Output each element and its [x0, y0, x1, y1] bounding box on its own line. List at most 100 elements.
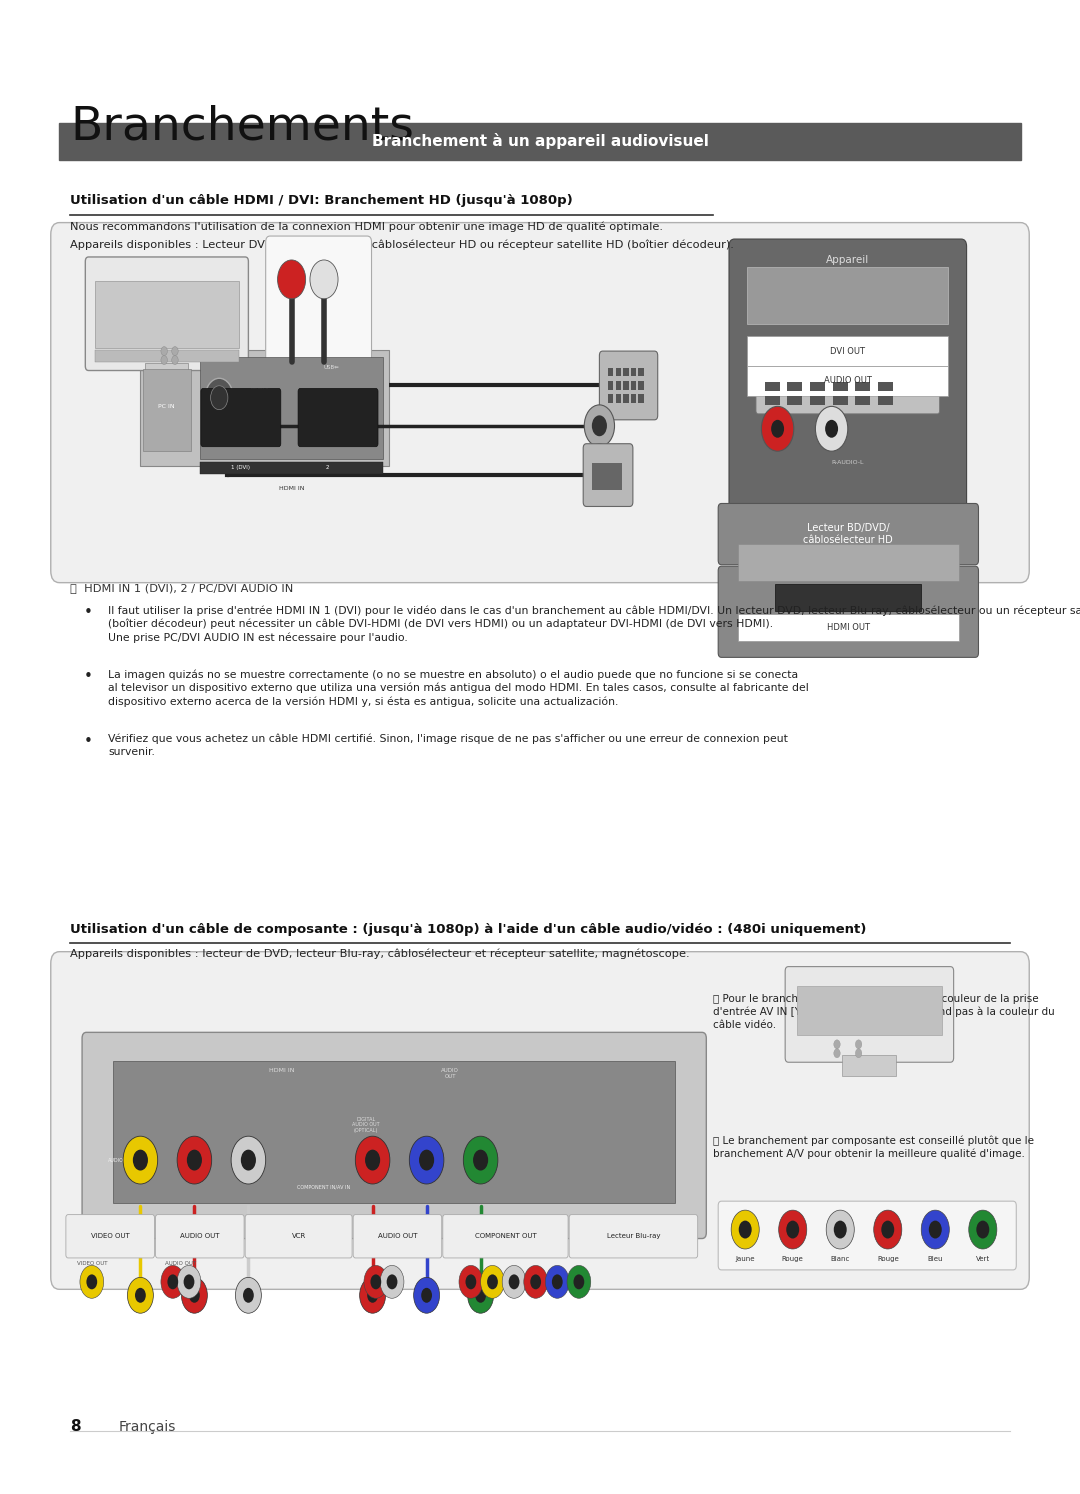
FancyBboxPatch shape: [718, 566, 978, 657]
Circle shape: [189, 1288, 200, 1303]
Bar: [787, 382, 802, 391]
Text: Utilisation d'un câble HDMI / DVI: Branchement HD (jusqu'à 1080p): Utilisation d'un câble HDMI / DVI: Branc…: [70, 194, 573, 208]
FancyBboxPatch shape: [51, 952, 1029, 1289]
Text: ⑂ Pour le branchement aux prises AV IN, La couleur de la prise d'entrée AV IN [Y: ⑂ Pour le branchement aux prises AV IN, …: [713, 994, 1054, 1029]
Text: Appareil: Appareil: [826, 255, 869, 266]
Bar: [608, 368, 613, 376]
FancyBboxPatch shape: [583, 444, 633, 506]
Bar: [810, 396, 825, 405]
Text: Rouge: Rouge: [782, 1256, 804, 1262]
Circle shape: [133, 1150, 148, 1171]
Bar: [200, 357, 383, 459]
Bar: [113, 1061, 675, 1203]
Text: •: •: [84, 605, 93, 620]
Circle shape: [584, 405, 615, 447]
Text: Lecteur Blu-ray: Lecteur Blu-ray: [607, 1233, 660, 1240]
Bar: [833, 382, 848, 391]
Bar: [143, 369, 191, 451]
Circle shape: [834, 1049, 840, 1058]
Circle shape: [921, 1210, 949, 1249]
Bar: [623, 368, 629, 376]
Bar: [95, 350, 239, 362]
FancyBboxPatch shape: [156, 1215, 244, 1258]
FancyBboxPatch shape: [569, 1215, 698, 1258]
Text: Appareils disponibles : lecteur de DVD, lecteur Blu-ray, câblosélecteur et récep: Appareils disponibles : lecteur de DVD, …: [70, 949, 690, 959]
FancyBboxPatch shape: [298, 388, 378, 447]
Circle shape: [80, 1265, 104, 1298]
Text: VIDEO OUT: VIDEO OUT: [77, 1261, 107, 1265]
Circle shape: [367, 1288, 378, 1303]
Bar: [631, 368, 636, 376]
Text: 1 (DVI): 1 (DVI): [231, 465, 251, 471]
Bar: [747, 366, 948, 396]
Bar: [878, 382, 893, 391]
Circle shape: [530, 1274, 541, 1289]
Circle shape: [969, 1210, 997, 1249]
Circle shape: [360, 1277, 386, 1313]
FancyBboxPatch shape: [245, 1215, 352, 1258]
Circle shape: [929, 1221, 942, 1239]
Bar: [59, 123, 1021, 160]
Bar: [616, 381, 621, 390]
Bar: [623, 381, 629, 390]
FancyBboxPatch shape: [599, 351, 658, 420]
Text: Nous recommandons l'utilisation de la connexion HDMI pour obtenir une image HD d: Nous recommandons l'utilisation de la co…: [70, 221, 663, 232]
Text: 8: 8: [70, 1419, 81, 1434]
Circle shape: [167, 1274, 178, 1289]
Text: ⑂  HDMI IN 1 (DVI), 2 / PC/DVI AUDIO IN: ⑂ HDMI IN 1 (DVI), 2 / PC/DVI AUDIO IN: [70, 583, 294, 593]
FancyBboxPatch shape: [82, 1032, 706, 1239]
Text: HDMI IN: HDMI IN: [279, 486, 305, 490]
Bar: [623, 394, 629, 403]
Circle shape: [86, 1274, 97, 1289]
Circle shape: [459, 1265, 483, 1298]
Circle shape: [241, 1150, 256, 1171]
Text: Utilisation d'un câble de composante : (jusqu'à 1080p) à l'aide d'un câble audio: Utilisation d'un câble de composante : (…: [70, 923, 866, 937]
Circle shape: [552, 1274, 563, 1289]
Text: VIDEO OUT: VIDEO OUT: [91, 1233, 130, 1240]
Circle shape: [545, 1265, 569, 1298]
Circle shape: [231, 1135, 266, 1183]
Circle shape: [855, 1049, 862, 1058]
Circle shape: [409, 1135, 444, 1183]
Text: Rouge  Blanc: Rouge Blanc: [291, 388, 347, 397]
Bar: [140, 350, 389, 466]
Bar: [833, 396, 848, 405]
Circle shape: [481, 1265, 504, 1298]
Circle shape: [473, 1150, 488, 1171]
Text: COMPONENT OUT: COMPONENT OUT: [474, 1233, 537, 1240]
Circle shape: [243, 1288, 254, 1303]
Bar: [638, 368, 644, 376]
Circle shape: [475, 1288, 486, 1303]
Bar: [787, 396, 802, 405]
Circle shape: [834, 1221, 847, 1239]
Text: PC IN: PC IN: [158, 403, 175, 409]
Text: Appareils disponibles : Lecteur DVD, lecteurBlu-Ray, câblosélecteur HD ou récept: Appareils disponibles : Lecteur DVD, lec…: [70, 239, 734, 249]
Circle shape: [205, 378, 233, 417]
Text: AUDIO OUT: AUDIO OUT: [824, 376, 872, 385]
Circle shape: [364, 1265, 388, 1298]
Circle shape: [421, 1288, 432, 1303]
Circle shape: [172, 347, 178, 356]
Circle shape: [509, 1274, 519, 1289]
Circle shape: [834, 1040, 840, 1049]
Circle shape: [187, 1150, 202, 1171]
Circle shape: [786, 1221, 799, 1239]
Text: PC/DVI
AUDIO IN: PC/DVI AUDIO IN: [246, 387, 272, 397]
Bar: [878, 396, 893, 405]
Circle shape: [976, 1221, 989, 1239]
Circle shape: [127, 1277, 153, 1313]
Text: AUDIO OUT: AUDIO OUT: [378, 1233, 417, 1240]
Text: AUDIO
OUT: AUDIO OUT: [442, 1068, 459, 1079]
Circle shape: [855, 1040, 862, 1049]
Text: DVI OUT: DVI OUT: [831, 347, 865, 356]
Text: COMPONENT IN/AV IN: COMPONENT IN/AV IN: [297, 1185, 351, 1189]
Bar: [810, 382, 825, 391]
Bar: [738, 544, 959, 581]
FancyBboxPatch shape: [51, 223, 1029, 583]
Circle shape: [310, 260, 338, 299]
Circle shape: [573, 1274, 584, 1289]
Circle shape: [181, 1277, 207, 1313]
Bar: [608, 394, 613, 403]
Text: AUDIO OUT: AUDIO OUT: [165, 1261, 195, 1265]
Bar: [747, 267, 948, 324]
